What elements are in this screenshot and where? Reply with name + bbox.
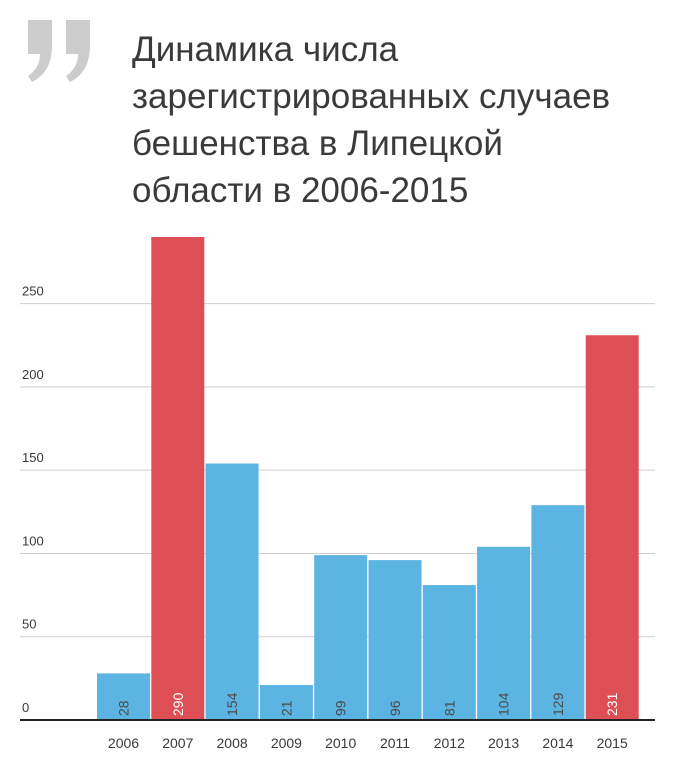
y-tick-label: 0 [22,700,29,715]
data-label: 290 [170,692,186,716]
x-tick-label: 2012 [434,735,465,751]
x-tick-label: 2010 [325,735,356,751]
x-tick-label: 2006 [108,735,139,751]
chart-title-line: бешенства в Липецкой [132,124,503,163]
data-label: 129 [550,692,566,716]
bar [477,546,531,720]
bar [368,560,422,720]
bar [422,585,476,720]
bar [585,335,639,720]
x-tick-label: 2011 [380,735,410,751]
y-tick-label: 100 [22,533,44,548]
x-tick-label: 2007 [162,735,193,751]
x-tick-label: 2008 [217,735,248,751]
y-tick-label: 250 [22,284,44,299]
chart-title: Динамика числа зарегистрированных случае… [132,26,682,214]
y-tick-label: 150 [22,450,44,465]
bar [259,685,313,720]
data-label: 21 [278,700,294,716]
data-label: 99 [333,700,349,716]
data-label: 81 [441,700,457,716]
x-tick-label: 2013 [488,735,519,751]
chart-title-line: зарегистрированных случаев [132,77,611,116]
data-label: 28 [116,700,132,716]
chart-title-line: Динамика числа [132,30,399,69]
x-tick-label: 2009 [271,735,302,751]
bar [97,673,150,720]
quote-icon [28,20,90,82]
x-tick-label: 2015 [597,735,628,751]
bar [151,237,205,720]
chart-title-line: области в 2006-2015 [132,171,469,210]
bar [531,505,585,720]
data-label: 231 [604,692,620,716]
data-label: 96 [387,700,403,716]
x-tick-label: 2014 [542,735,573,751]
y-tick-label: 50 [22,617,36,632]
y-tick-label: 200 [22,367,44,382]
data-label: 154 [224,692,240,716]
bar [205,463,259,720]
data-label: 104 [496,692,512,716]
bar [314,555,368,720]
